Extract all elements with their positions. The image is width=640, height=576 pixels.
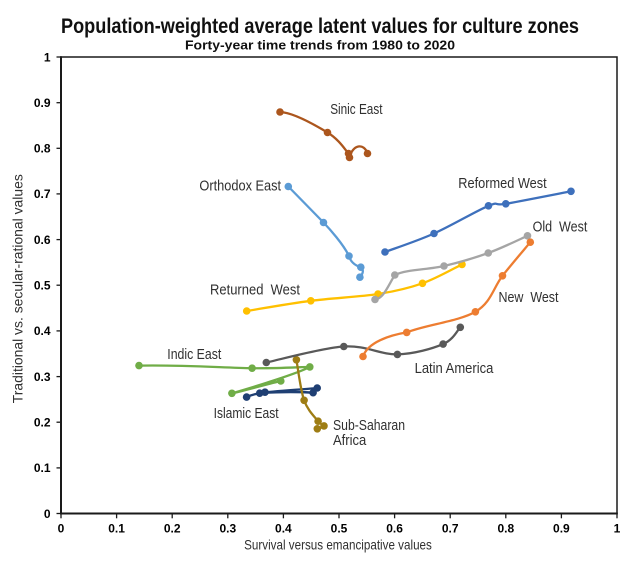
svg-text:0.2: 0.2 [164, 521, 181, 535]
svg-text:0.3: 0.3 [219, 521, 236, 535]
svg-text:0.7: 0.7 [34, 187, 51, 201]
svg-text:0: 0 [44, 507, 51, 521]
svg-text:Population-weighted average la: Population-weighted average latent value… [61, 15, 579, 38]
svg-text:1: 1 [614, 521, 621, 535]
svg-text:0.5: 0.5 [34, 279, 51, 293]
svg-text:Survival versus emancipative v: Survival versus emancipative values [244, 537, 432, 553]
svg-text:0.8: 0.8 [34, 142, 51, 156]
svg-text:Sub-Saharan: Sub-Saharan [333, 418, 405, 434]
svg-text:Returned West: Returned West [210, 283, 300, 299]
svg-text:Old West: Old West [533, 219, 588, 235]
svg-text:Africa: Africa [333, 433, 366, 449]
svg-text:0.6: 0.6 [34, 233, 51, 247]
svg-text:Orthodox East: Orthodox East [199, 179, 281, 195]
svg-text:0.1: 0.1 [34, 461, 51, 475]
svg-text:0.1: 0.1 [108, 521, 125, 535]
svg-text:0.7: 0.7 [442, 521, 459, 535]
svg-text:Islamic East: Islamic East [214, 406, 279, 422]
svg-text:Sinic East: Sinic East [330, 102, 382, 118]
svg-text:1: 1 [44, 50, 51, 64]
svg-text:0.4: 0.4 [275, 521, 292, 535]
svg-text:0.2: 0.2 [34, 416, 51, 430]
svg-text:0.8: 0.8 [497, 521, 514, 535]
svg-text:Indic East: Indic East [167, 347, 221, 363]
svg-text:Traditional vs. secular-ration: Traditional vs. secular-rational values [10, 174, 26, 403]
svg-text:0.6: 0.6 [386, 521, 403, 535]
svg-text:0.5: 0.5 [331, 521, 348, 535]
svg-text:Reformed West: Reformed West [458, 176, 546, 192]
svg-text:New West: New West [499, 290, 559, 306]
svg-text:0.4: 0.4 [34, 324, 51, 338]
svg-text:Latin America: Latin America [415, 361, 494, 377]
svg-text:0.3: 0.3 [34, 370, 51, 384]
svg-text:Forty-year time trends from 19: Forty-year time trends from 1980 to 2020 [185, 38, 455, 53]
svg-text:0: 0 [58, 521, 65, 535]
svg-text:0.9: 0.9 [553, 521, 570, 535]
svg-text:0.9: 0.9 [34, 96, 51, 110]
